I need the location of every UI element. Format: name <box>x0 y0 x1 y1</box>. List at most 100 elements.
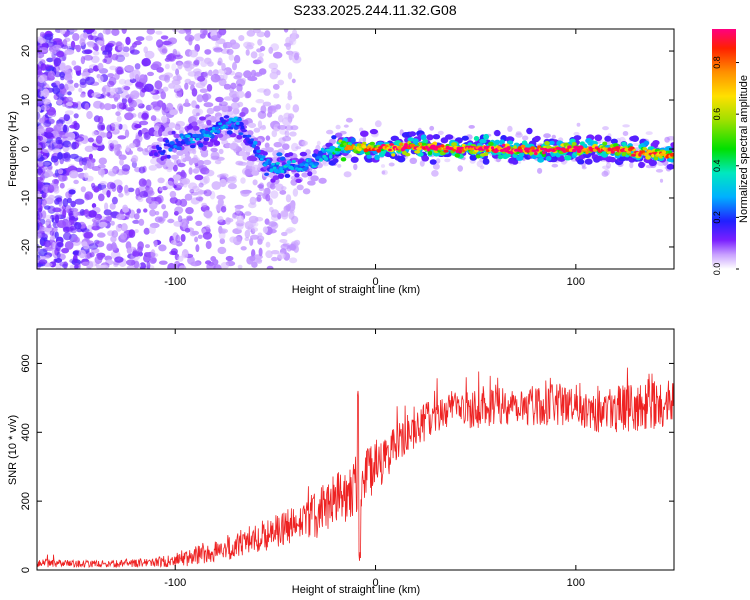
heatmap-halo-cell <box>381 170 386 175</box>
heatmap-signal-cell <box>313 163 319 166</box>
heatmap-noise-cell <box>145 244 150 249</box>
heatmap-signal-cell <box>168 147 173 152</box>
heatmap-noise-cell <box>122 124 128 132</box>
heatmap-noise-cell <box>243 70 252 79</box>
heatmap-noise-cell <box>104 44 113 53</box>
heatmap-noise-cell <box>230 82 237 90</box>
heatmap-noise-cell <box>56 119 65 125</box>
heatmap-noise-cell <box>56 99 63 105</box>
heatmap-noise-cell <box>106 92 111 97</box>
heatmap-noise-cell <box>63 226 73 232</box>
heatmap-noise-cell <box>78 249 87 259</box>
heatmap-noise-cell <box>185 207 194 215</box>
heatmap-x-ticks: -100 0 100 <box>164 29 585 288</box>
heatmap-signal-cell <box>451 142 458 147</box>
heatmap-noise-cell <box>210 147 218 153</box>
heatmap-signal-cell <box>297 167 303 171</box>
heatmap-noise-cell <box>98 221 108 228</box>
heatmap-noise-cell <box>81 261 90 266</box>
heatmap-noise-cell <box>74 198 85 205</box>
heatmap-noise-cell <box>223 83 231 90</box>
heatmap-noise-cell <box>127 187 135 193</box>
heatmap-halo-cell <box>172 156 177 161</box>
heatmap-noise-cell <box>61 90 68 95</box>
heatmap-noise-cell <box>136 208 141 214</box>
heatmap-noise-cell <box>246 130 254 136</box>
heatmap-noise-cell <box>52 179 60 184</box>
heatmap-halo-cell <box>198 120 204 127</box>
heatmap-noise-cell <box>106 215 113 220</box>
heatmap-signal-cell <box>189 137 193 141</box>
heatmap-signal-cell <box>319 158 323 162</box>
heatmap-noise-cell <box>203 159 212 166</box>
heatmap-halo-cell <box>659 178 664 183</box>
heatmap-signal-cell <box>548 140 555 145</box>
heatmap-noise-cell <box>184 78 192 84</box>
heatmap-y-ticks: -20 -10 0 10 20 <box>20 45 674 255</box>
heatmap-halo-cell <box>622 124 630 128</box>
heatmap-signal-cell <box>290 166 295 171</box>
heatmap-noise-cell <box>173 54 183 60</box>
heatmap-signal-cell <box>535 148 540 152</box>
heatmap-noise-cell <box>64 110 74 116</box>
heatmap-signal-cell <box>205 137 210 141</box>
heatmap-signal-cell <box>280 169 285 174</box>
heatmap-noise-cell <box>47 184 55 194</box>
heatmap-noise-cell <box>86 160 95 169</box>
heatmap-noise-cell <box>52 227 58 232</box>
heatmap-noise-cell <box>184 227 191 233</box>
heatmap-noise-cell <box>80 72 91 77</box>
heatmap-noise-cell <box>37 207 43 213</box>
heatmap-noise-cell <box>123 86 131 91</box>
heatmap-noise-cell <box>177 92 183 98</box>
heatmap-noise-cell <box>41 199 47 206</box>
heatmap-signal-cell <box>198 143 204 148</box>
colorbar-tick-label: 0.0 <box>712 263 722 276</box>
heatmap-halo-cell <box>601 170 609 177</box>
heatmap-halo-cell <box>436 158 441 162</box>
heatmap-signal-cell <box>259 157 264 161</box>
heatmap-halo-cell <box>468 125 475 129</box>
heatmap-noise-cell <box>65 132 70 137</box>
heatmap-noise-cell <box>63 261 68 269</box>
heatmap-signal-cell <box>488 141 494 146</box>
heatmap-halo-cell <box>622 131 629 136</box>
heatmap-noise-cell <box>110 87 115 96</box>
heatmap-noise-cell <box>96 265 106 269</box>
heatmap-noise-cell <box>113 144 122 151</box>
heatmap-noise-cell <box>138 166 146 174</box>
heatmap-noise-cell <box>271 256 278 262</box>
heatmap-noise-cell <box>218 229 227 234</box>
heatmap-signal-cell <box>320 147 325 152</box>
heatmap-signal-cell <box>204 130 210 135</box>
heatmap-noise-cell <box>44 205 51 210</box>
heatmap-signal-cell <box>350 156 359 163</box>
heatmap-signal-cell <box>235 121 240 125</box>
heatmap-signal-cell <box>443 149 449 153</box>
heatmap-noise-cell <box>195 220 203 226</box>
heatmap-signal-cell <box>279 156 286 161</box>
heatmap-noise-cell <box>191 230 199 236</box>
heatmap-signal-cell <box>169 109 178 116</box>
heatmap-signal-cell <box>391 153 396 157</box>
heatmap-noise-cell <box>67 91 72 96</box>
heatmap-noise-cell <box>37 106 41 113</box>
heatmap-noise-cell <box>281 231 288 237</box>
heatmap-noise-cell <box>269 71 279 80</box>
heatmap-signal-cell <box>236 117 242 122</box>
heatmap-noise-cell <box>80 228 90 233</box>
heatmap-signal-cell <box>162 149 166 154</box>
heatmap-signal-cell <box>621 151 627 157</box>
heatmap-noise-cell <box>117 45 125 51</box>
heatmap-signal-cell <box>252 137 258 142</box>
heatmap-noise-cell <box>37 128 45 134</box>
heatmap-noise-cell <box>139 262 147 269</box>
heatmap-noise-cell <box>139 190 149 198</box>
heatmap-signal-cell <box>544 141 550 146</box>
heatmap-y-tick-label: 10 <box>20 94 32 106</box>
heatmap-signal-cell <box>437 147 442 151</box>
heatmap-signal-cell <box>483 133 490 140</box>
heatmap-halo-cell <box>581 166 587 170</box>
heatmap-halo-cell <box>374 120 382 128</box>
heatmap-noise-cell <box>153 106 161 112</box>
